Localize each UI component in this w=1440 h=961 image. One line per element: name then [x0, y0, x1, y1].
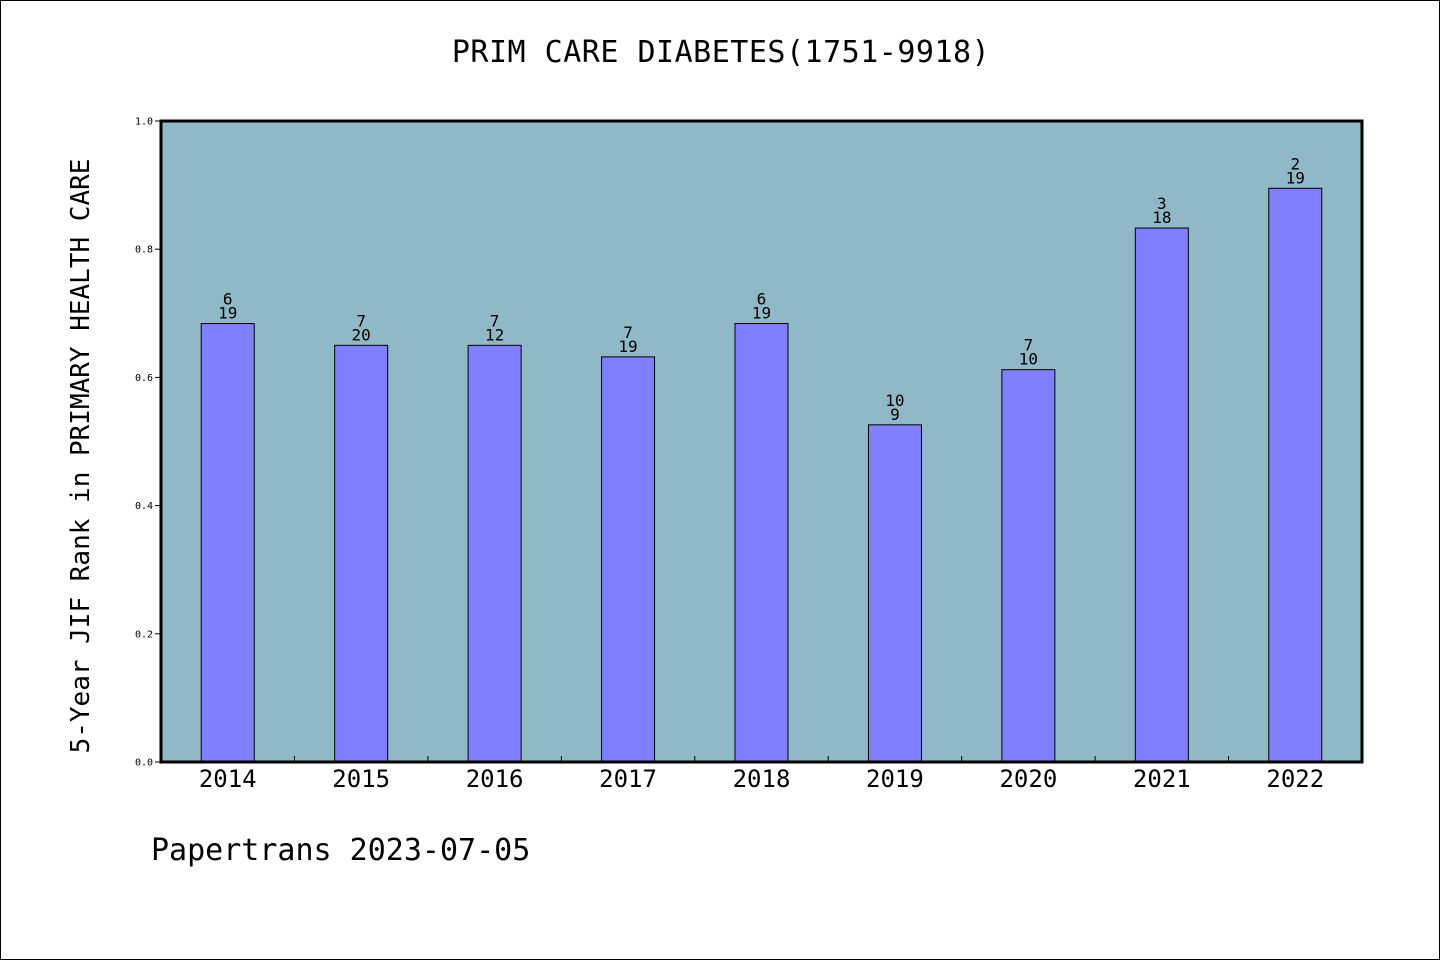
x-tick-label: 2019 — [866, 765, 924, 793]
x-tick-label: 2020 — [999, 765, 1057, 793]
bar — [200, 323, 255, 763]
bar-total-label: 19 — [752, 304, 771, 323]
bar-rank-label: 7 — [623, 323, 633, 342]
y-tick-label: 0.8 — [135, 245, 153, 256]
bar — [334, 344, 389, 763]
bar-rank-label: 7 — [1024, 336, 1034, 355]
y-tick-label: 0.6 — [135, 373, 153, 384]
bar — [601, 356, 656, 763]
x-axis: 2014 2015 2016 2017 2018 2019 2020 2021 2022 — [199, 756, 1324, 793]
x-tick-label: 2022 — [1266, 765, 1324, 793]
bar — [1134, 227, 1189, 763]
x-tick-label: 2018 — [733, 765, 791, 793]
bar-rank-label: 3 — [1157, 194, 1167, 213]
y-tick-label: 0.4 — [135, 501, 153, 512]
y-tick-label: 0.0 — [135, 758, 153, 769]
footer-credit: Papertrans 2023-07-05 — [151, 833, 531, 868]
x-tick-label: 2021 — [1133, 765, 1191, 793]
bar-total-label: 20 — [352, 325, 371, 344]
bar-rank-label: 6 — [757, 290, 767, 309]
bar-total-label: 19 — [1286, 168, 1305, 187]
bar-rank-label: 7 — [356, 311, 366, 330]
bar-total-label: 9 — [890, 405, 900, 424]
bar-rank-label: 10 — [885, 391, 904, 410]
y-axis: 0.0 0.2 0.4 0.6 0.8 1.0 — [135, 117, 161, 769]
bar — [467, 344, 522, 763]
bar-rank-label: 2 — [1290, 154, 1300, 173]
x-tick-label: 2015 — [332, 765, 390, 793]
bar-total-label: 12 — [485, 325, 504, 344]
bar-total-label: 10 — [1019, 350, 1038, 369]
bar-total-label: 19 — [618, 337, 637, 356]
x-tick-label: 2016 — [466, 765, 524, 793]
plot-border — [159, 119, 1364, 764]
bar-total-label: 19 — [218, 304, 237, 323]
bars — [200, 187, 1323, 763]
bar — [867, 424, 922, 763]
bar-total-label: 18 — [1152, 208, 1171, 227]
bar-rank-label: 6 — [223, 290, 233, 309]
y-tick-label: 1.0 — [135, 117, 153, 128]
bar — [1268, 187, 1323, 763]
bar — [734, 323, 789, 763]
y-tick-label: 0.2 — [135, 629, 153, 640]
x-tick-label: 2017 — [599, 765, 657, 793]
x-tick-label: 2014 — [199, 765, 257, 793]
bar — [1001, 369, 1056, 763]
chart-title: PRIM CARE DIABETES(1751-9918) — [451, 35, 991, 70]
bar-rank-label: 7 — [490, 311, 500, 330]
